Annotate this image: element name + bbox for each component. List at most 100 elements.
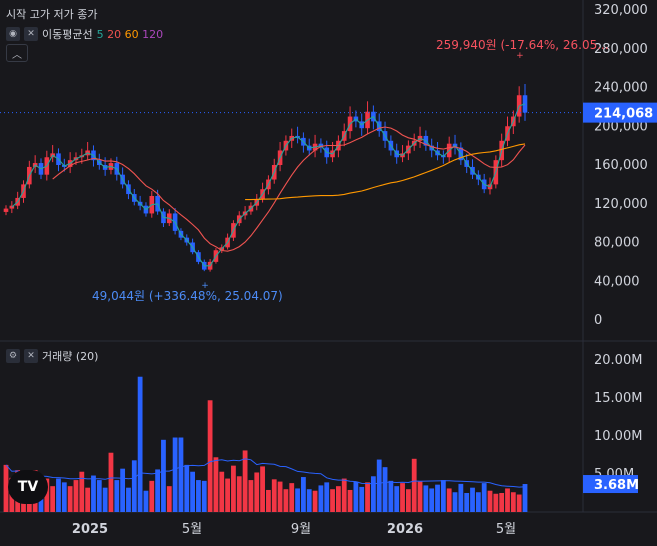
volume-bar	[120, 468, 126, 512]
price-tick-label: 160,000	[594, 158, 648, 173]
volume-bar	[236, 476, 242, 512]
time-tick-label: 9월	[291, 522, 311, 537]
volume-bar	[382, 467, 388, 512]
price-tick-label: 0	[594, 313, 602, 328]
volume-bar	[219, 471, 225, 512]
volume-bar	[266, 489, 271, 512]
volume-legend: ⚙ ✕ 거래량 (20)	[6, 348, 98, 364]
price-tick-label: 40,000	[594, 274, 640, 289]
volume-bar	[335, 486, 341, 512]
price-tick-label: 280,000	[594, 42, 648, 57]
volume-bar	[50, 486, 56, 512]
volume-label: 거래량 (20)	[42, 350, 99, 363]
close-icon[interactable]: ✕	[24, 27, 38, 41]
volume-bar	[341, 478, 347, 512]
volume-bar	[388, 480, 394, 512]
volume-bar	[61, 482, 67, 512]
volume-bar	[516, 494, 522, 512]
volume-bar	[207, 400, 213, 512]
volume-bar	[283, 489, 289, 512]
ma-line-60	[245, 143, 526, 201]
collapse-button[interactable]: ︿	[6, 44, 28, 62]
volume-bar	[440, 480, 446, 512]
volume-bar	[73, 480, 79, 512]
volume-bar	[312, 490, 318, 512]
current-volume-badge	[583, 475, 638, 494]
volume-bar	[254, 472, 260, 512]
volume-bar	[318, 485, 324, 512]
candle-body	[3, 208, 9, 212]
volume-bar	[231, 465, 236, 512]
volume-bar	[475, 492, 481, 512]
ma-line-20	[52, 126, 526, 252]
eye-icon[interactable]: ◉	[6, 27, 20, 41]
low-marker: +	[201, 281, 209, 291]
volume-bar	[347, 489, 353, 512]
volume-bar	[126, 487, 131, 512]
volume-bar	[470, 487, 475, 512]
time-tick-label: 2025	[72, 522, 108, 537]
volume-bar	[3, 464, 9, 512]
ma-periods: 5 20 60 120	[97, 28, 164, 41]
volume-bar	[102, 487, 108, 512]
ma-period-60: 60	[124, 27, 143, 41]
volume-bar	[67, 486, 73, 512]
volume-bar	[137, 376, 143, 512]
volume-bar	[505, 488, 510, 512]
volume-bar	[306, 489, 312, 512]
volume-bar	[458, 483, 464, 512]
volume-bar	[464, 493, 470, 512]
volume-bar	[155, 469, 161, 512]
volume-bar	[277, 481, 283, 512]
volume-bar	[79, 471, 85, 512]
volume-bar	[370, 476, 376, 512]
ma-period-20: 20	[107, 27, 125, 41]
volume-bar	[411, 458, 417, 512]
close-icon[interactable]: ✕	[24, 349, 38, 363]
volume-bar	[56, 478, 61, 512]
volume-bars	[3, 376, 528, 512]
volume-bar	[114, 480, 120, 512]
volume-ma-line	[5, 458, 526, 488]
volume-bar	[85, 487, 91, 512]
volume-bar	[510, 492, 516, 512]
volume-bar	[452, 492, 458, 512]
volume-bar	[184, 464, 190, 512]
volume-bar	[201, 480, 207, 512]
ma-legend: ◉ ✕ 이동평균선 5 20 60 120	[6, 26, 163, 42]
volume-bar	[196, 480, 201, 512]
price-tick-label: 80,000	[594, 236, 640, 251]
volume-bar	[190, 471, 196, 512]
volume-bar	[493, 493, 499, 512]
current-price-label: 214,068	[594, 107, 653, 122]
high-annotation: 259,940원 (-17.64%, 26.05...	[436, 38, 609, 52]
volume-tick-label: 20.00M	[594, 353, 642, 368]
volume-tick-label: 15.00M	[594, 391, 642, 406]
time-tick-label: 2026	[387, 522, 423, 537]
tradingview-logo[interactable]: TV	[8, 470, 48, 504]
volume-bar	[149, 480, 155, 512]
volume-bar	[225, 478, 230, 512]
volume-bar	[91, 475, 96, 512]
price-tick-label: 320,000	[594, 3, 648, 18]
volume-bar	[108, 452, 114, 512]
volume-bar	[394, 486, 400, 512]
volume-bar	[359, 486, 365, 512]
volume-bar	[429, 488, 435, 512]
settings-icon[interactable]: ⚙	[6, 349, 20, 363]
volume-bar	[172, 437, 178, 512]
volume-bar	[522, 484, 528, 512]
high-marker: +	[516, 51, 524, 61]
price-tick-label: 120,000	[594, 197, 648, 212]
volume-bar	[499, 493, 505, 512]
volume-bar	[178, 437, 184, 512]
volume-bar	[44, 478, 50, 512]
volume-bar	[435, 484, 440, 512]
price-tick-label: 200,000	[594, 119, 648, 134]
volume-bar	[405, 489, 411, 512]
volume-bar	[295, 488, 300, 512]
volume-bar	[161, 439, 166, 512]
volume-bar	[446, 488, 452, 512]
volume-bar	[376, 459, 382, 512]
